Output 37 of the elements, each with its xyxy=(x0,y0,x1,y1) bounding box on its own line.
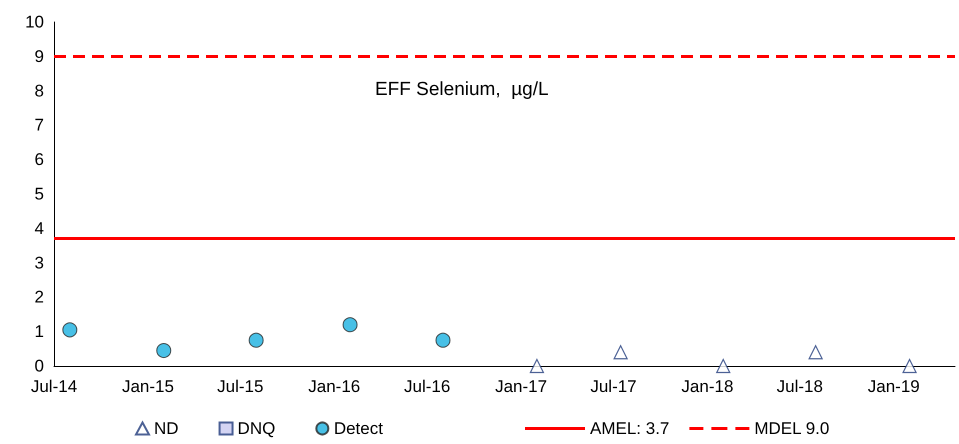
point xyxy=(716,358,730,374)
x-tick-label: Jul-15 xyxy=(217,377,264,396)
x-tick-label: Jan-15 xyxy=(122,377,174,396)
y-tick-label: 9 xyxy=(34,46,44,66)
legend-label: ND xyxy=(154,419,179,438)
y-tick-label: 1 xyxy=(34,322,44,342)
x-tick-label: Jul-18 xyxy=(776,377,823,396)
x-tick-label: Jan-18 xyxy=(681,377,734,396)
y-tick-label: 3 xyxy=(34,253,44,272)
x-tick-label: Jan-19 xyxy=(868,377,920,396)
y-tick-label: 0 xyxy=(34,356,44,376)
y-tick-label: 6 xyxy=(34,150,44,170)
point xyxy=(530,358,544,374)
y-tick-label: 5 xyxy=(34,184,44,204)
y-tick-label: 8 xyxy=(34,81,44,100)
legend-label: DNQ xyxy=(238,419,276,438)
y-tick-label: 7 xyxy=(34,116,44,135)
x-tick-label: Jan-16 xyxy=(308,377,360,396)
y-tick-label: 2 xyxy=(34,288,44,307)
text: EFF Selenium, µg/L xyxy=(375,79,549,100)
point xyxy=(342,317,358,332)
x-tick-label: Jul-14 xyxy=(30,377,78,396)
legend-label: AMEL: 3.7 xyxy=(590,419,670,438)
y-tick-label: 4 xyxy=(34,218,44,238)
point xyxy=(808,345,823,360)
point xyxy=(614,345,628,360)
point xyxy=(902,358,917,374)
point xyxy=(248,332,264,348)
x-tick-label: Jul-17 xyxy=(590,377,637,396)
point xyxy=(62,322,78,338)
x-tick-label: Jan-17 xyxy=(495,377,548,396)
legend-label: MDEL 9.0 xyxy=(754,419,830,438)
y-tick-label: 10 xyxy=(25,12,44,32)
point xyxy=(156,343,172,358)
point xyxy=(436,332,450,348)
x-tick-label: Jul-16 xyxy=(404,377,450,396)
legend-label: Detect xyxy=(334,419,384,438)
